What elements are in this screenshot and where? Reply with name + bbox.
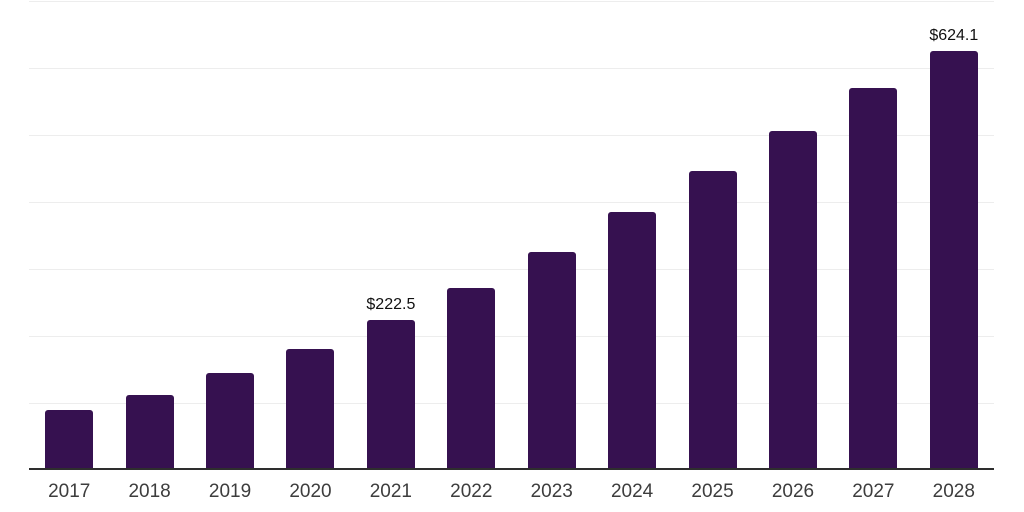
x-tick-2023: 2023: [530, 481, 573, 502]
bar-label-2028: $624.1: [929, 26, 979, 44]
gridline-600: [29, 68, 994, 69]
bar-2026: [768, 130, 817, 469]
x-tick-2026: 2026: [771, 481, 815, 502]
x-tick-2019: 2019: [208, 481, 252, 502]
bar-2017: [45, 410, 94, 469]
bar-2020: [286, 349, 335, 469]
gridline-100: [29, 403, 994, 404]
gridline-300: [29, 269, 994, 270]
gridline-200: [29, 336, 994, 337]
gridline-400: [29, 202, 994, 203]
x-tick-2022: 2022: [450, 481, 493, 502]
bar-2024: [608, 212, 657, 469]
x-tick-2018: 2018: [128, 481, 171, 502]
bar-2018: [125, 395, 174, 469]
bar-2025: [688, 171, 737, 469]
gridline-700: [29, 1, 994, 2]
bar-2022: [447, 287, 496, 469]
bar-2023: [527, 252, 576, 469]
bar-2019: [206, 373, 255, 469]
x-axis-line: [29, 468, 994, 470]
bar-2027: [849, 87, 898, 469]
x-tick-2021: 2021: [369, 481, 413, 502]
x-tick-2017: 2017: [48, 481, 91, 502]
x-tick-2024: 2024: [610, 481, 654, 502]
gridline-500: [29, 135, 994, 136]
bar-label-2021: $222.5: [366, 295, 416, 313]
x-tick-2025: 2025: [691, 481, 734, 502]
bar-2021: [366, 319, 415, 469]
x-tick-2027: 2027: [852, 481, 895, 502]
x-tick-2028: 2028: [932, 481, 975, 502]
plot-area: $222.5 $624.1: [29, 0, 994, 470]
bar-2028: [929, 50, 978, 469]
x-tick-2020: 2020: [289, 481, 332, 502]
